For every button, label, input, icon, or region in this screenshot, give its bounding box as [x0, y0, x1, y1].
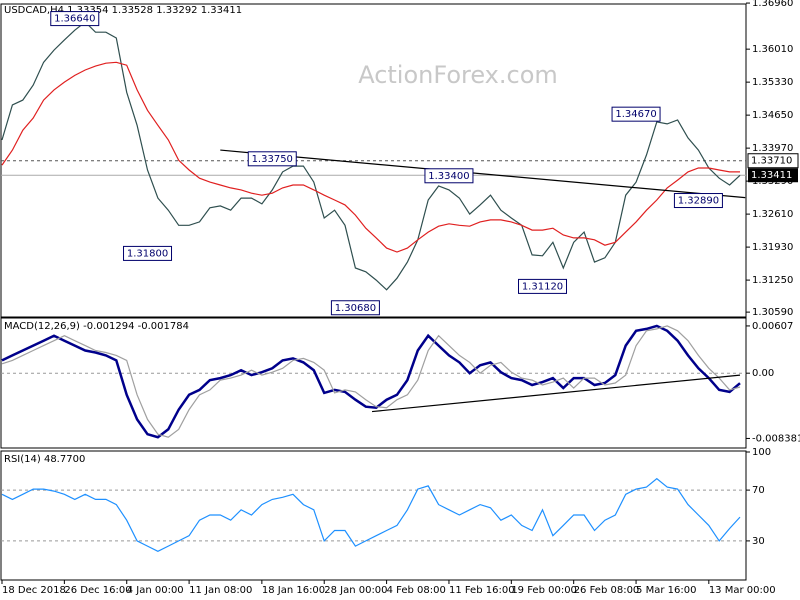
x-tick-label: 18 Dec 2018	[2, 585, 66, 596]
x-tick-label: 19 Feb 00:00	[511, 585, 577, 596]
annotation-label: 1.32890	[678, 196, 719, 207]
annotation-box	[424, 168, 474, 184]
trendline	[220, 149, 746, 199]
x-tick-label: 26 Dec 16:00	[64, 585, 131, 596]
annotation-box	[50, 11, 100, 27]
x-tick-label: 4 Jan 00:00	[127, 585, 184, 596]
x-tick-label: 26 Feb 08:00	[574, 585, 640, 596]
annotation-box	[673, 193, 723, 209]
series-line	[1, 477, 741, 552]
annotation-label: 1.34670	[615, 109, 656, 120]
annotation-box	[123, 245, 173, 261]
y-tick-label: 1.36960	[752, 0, 793, 9]
chart-title: USDCAD,H4 1.33354 1.33528 1.33292 1.3341…	[4, 5, 242, 16]
level-box	[747, 153, 799, 169]
annotation-box	[611, 106, 661, 122]
y-tick-label: 1.30590	[752, 307, 793, 318]
annotation-box	[518, 278, 568, 294]
annotation-label: 1.31800	[127, 248, 168, 259]
annotation-label: 1.30680	[335, 303, 376, 314]
series-line	[1, 21, 741, 291]
x-tick-label: 28 Jan 00:00	[324, 585, 387, 596]
annotation-label: 1.33750	[252, 154, 293, 165]
y-tick-label: 1.35330	[752, 77, 793, 88]
last-price-box	[748, 168, 798, 183]
level-label: 1.33710	[751, 156, 792, 167]
y-tick-label: 1.33970	[752, 143, 793, 154]
x-tick-label: 11 Jan 08:00	[189, 585, 252, 596]
y-tick-label: 1.36010	[752, 44, 793, 55]
annotation-label: 1.33400	[428, 171, 469, 182]
annotation-box	[247, 151, 297, 167]
annotation-label: 1.36640	[54, 14, 95, 25]
y-tick-label: -0.008381	[752, 433, 800, 444]
x-tick-label: 5 Mar 16:00	[636, 585, 696, 596]
x-tick-label: 11 Feb 16:00	[449, 585, 515, 596]
macd-panel	[0, 317, 747, 449]
x-tick-label: 13 Mar 00:00	[709, 585, 776, 596]
y-tick-label: 1.34650	[752, 110, 793, 121]
y-tick-label: 1.31250	[752, 275, 793, 286]
annotation-box	[330, 300, 380, 316]
y-tick-label: 30	[752, 536, 765, 547]
rsi-title: RSI(14) 48.7700	[4, 454, 85, 465]
y-tick-label: 100	[752, 447, 771, 458]
x-tick-label: 4 Feb 08:00	[387, 585, 446, 596]
macd-title: MACD(12,26,9) -0.001294 -0.001784	[4, 321, 189, 332]
y-tick-label: 1.31930	[752, 242, 793, 253]
y-tick-label: 70	[752, 485, 765, 496]
watermark: ActionForex.com	[358, 61, 558, 89]
rsi-panel	[0, 450, 747, 581]
y-tick-label: 0.00	[752, 368, 774, 379]
trendline	[371, 374, 741, 413]
annotation-label: 1.31120	[522, 281, 563, 292]
series-line	[1, 325, 741, 438]
x-tick-label: 18 Jan 16:00	[262, 585, 325, 596]
y-tick-label: 0.00607	[752, 321, 793, 332]
series-line	[1, 324, 741, 439]
series-line	[1, 61, 740, 253]
y-tick-label: 1.32610	[752, 209, 793, 220]
last-price-label: 1.33411	[751, 170, 792, 181]
